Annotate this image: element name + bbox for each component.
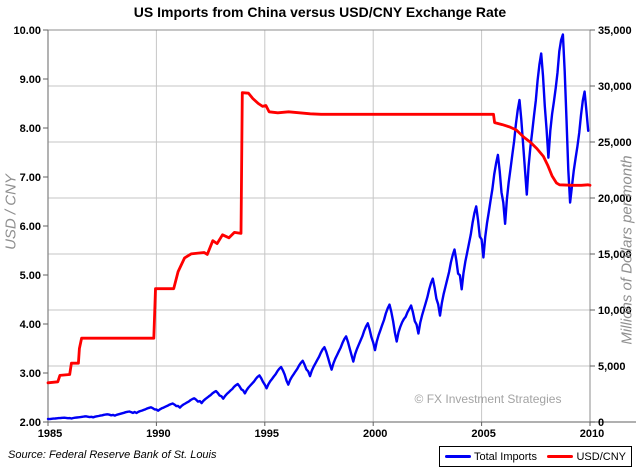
legend-label-total-imports: Total Imports <box>474 450 537 463</box>
x-tick-label: 2005 <box>471 428 495 440</box>
left-tick-label: 7.00 <box>20 172 41 184</box>
legend: Total Imports USD/CNY <box>439 446 632 467</box>
right-tick-label: 30,000 <box>598 81 632 93</box>
right-axis-title: Millions of Dollars per month <box>618 155 636 345</box>
x-tick-label: 1985 <box>38 428 62 440</box>
right-tick-label: 35,000 <box>598 25 632 37</box>
plot-border <box>47 29 591 423</box>
right-tick-label: 10,000 <box>598 305 632 317</box>
total-imports-line <box>46 33 590 421</box>
left-tick-label: 4.00 <box>20 319 41 331</box>
x-tick-label: 2000 <box>363 428 387 440</box>
usdcny-line-swatch <box>547 455 574 458</box>
legend-label-usdcny: USD/CNY <box>576 450 626 463</box>
left-tick-label: 2.00 <box>20 417 41 429</box>
right-tick-label: 0 <box>598 417 604 429</box>
left-tick-label: 8.00 <box>20 123 41 135</box>
left-tick-label: 5.00 <box>20 270 41 282</box>
source-note: Source: Federal Reserve Bank of St. Loui… <box>8 449 217 461</box>
left-tick-label: 10.00 <box>13 25 41 37</box>
left-axis-title: USD / CNY <box>2 174 20 250</box>
x-tick-label: 1990 <box>146 428 170 440</box>
chart-title: US Imports from China versus USD/CNY Exc… <box>133 4 507 20</box>
x-tick-label: 2010 <box>580 428 604 440</box>
total-imports-line-swatch <box>445 455 471 458</box>
right-tick-label: 15,000 <box>598 249 632 261</box>
left-tick-label: 9.00 <box>20 74 41 86</box>
usdcny-line <box>46 91 592 385</box>
left-tick-label: 3.00 <box>20 368 41 380</box>
watermark: © FX Investment Strategies <box>414 392 562 406</box>
left-tick-label: 6.00 <box>20 221 41 233</box>
right-tick-label: 20,000 <box>598 193 632 205</box>
x-tick-label: 1995 <box>255 428 279 440</box>
right-tick-label: 25,000 <box>598 137 632 149</box>
right-tick-label: 5,000 <box>598 361 626 373</box>
